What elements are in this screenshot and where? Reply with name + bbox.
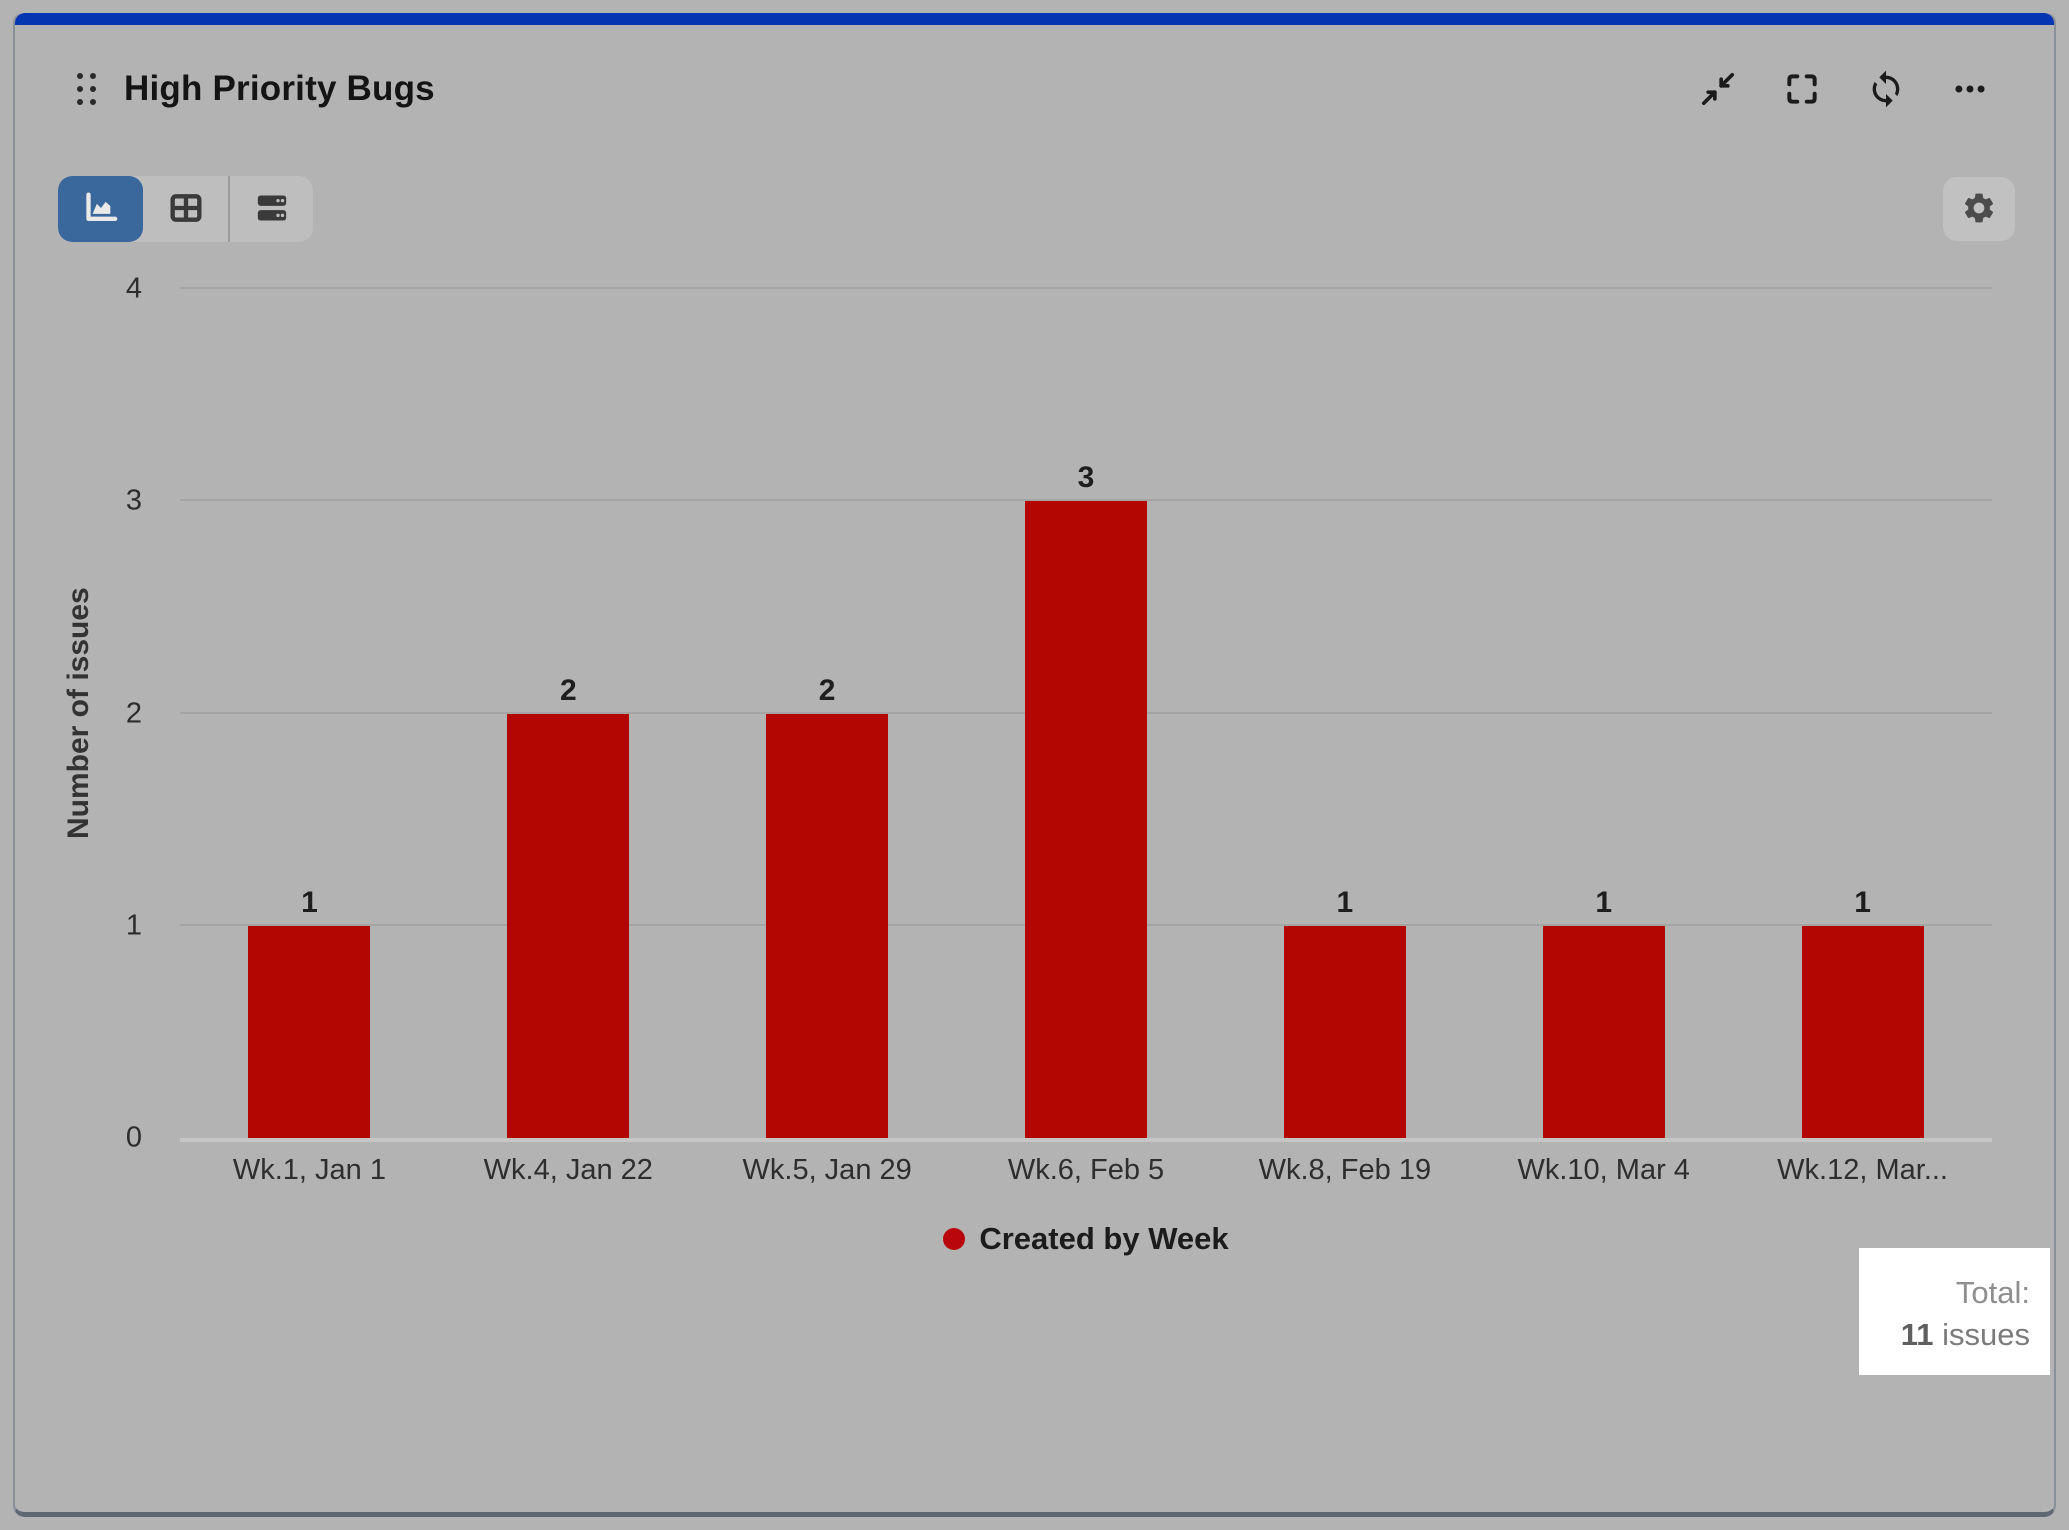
rows-view-button[interactable] <box>228 176 313 242</box>
gridline <box>180 1138 1992 1142</box>
bar-column: 3 <box>957 289 1216 1138</box>
chart-view-button[interactable] <box>58 176 143 242</box>
x-axis-label: Wk.10, Mar 4 <box>1517 1154 1690 1186</box>
bars-container: 1 2 2 3 1 1 1 <box>180 289 1992 1138</box>
dashboard-gadget: High Priority Bugs <box>13 13 2056 1517</box>
x-axis-label: Wk.1, Jan 1 <box>232 1154 386 1186</box>
bar-value-label: 2 <box>559 673 577 707</box>
refresh-icon <box>1866 69 1906 109</box>
bar-value-label: 1 <box>1854 885 1871 919</box>
gridline <box>180 287 1992 289</box>
x-axis-labels: Wk.1, Jan 1 Wk.4, Jan 22 Wk.5, Jan 29 Wk.6,… <box>180 1154 1992 1187</box>
y-tick-label: 0 <box>125 1121 142 1154</box>
bar[interactable] <box>1283 925 1406 1138</box>
view-toggle-group <box>58 176 313 242</box>
drag-handle-icon[interactable] <box>77 73 96 105</box>
x-axis-label: Wk.8, Feb 19 <box>1258 1154 1432 1186</box>
bar[interactable] <box>1542 925 1665 1138</box>
gadget-accent-bar <box>15 13 2054 25</box>
fullscreen-icon <box>1783 70 1821 108</box>
bar-value-label: 3 <box>1077 461 1095 495</box>
bar-column: 1 <box>1215 289 1474 1138</box>
gadget-header: High Priority Bugs <box>77 69 435 109</box>
y-axis-title: Number of issues <box>62 587 95 840</box>
table-view-button[interactable] <box>143 176 228 242</box>
bar-column: 2 <box>698 289 957 1138</box>
total-label: Total: <box>1955 1275 2030 1310</box>
table-icon <box>166 188 206 231</box>
collapse-icon <box>1699 70 1737 108</box>
chart-legend[interactable]: Created by Week <box>180 1221 1992 1257</box>
bar[interactable] <box>248 925 371 1138</box>
bar-column: 2 <box>439 289 698 1138</box>
y-tick-label: 1 <box>125 909 142 942</box>
x-axis-label: Wk.6, Feb 5 <box>1007 1154 1165 1186</box>
bar-column: 1 <box>1733 289 1992 1138</box>
more-icon <box>1951 70 1989 108</box>
bar[interactable] <box>1025 501 1147 1138</box>
bar-value-label: 2 <box>818 673 836 707</box>
x-axis-label: Wk.5, Jan 29 <box>742 1154 912 1186</box>
gadget-title: High Priority Bugs <box>124 69 435 108</box>
bar-value-label: 1 <box>1595 885 1613 919</box>
refresh-button[interactable] <box>1866 69 1906 109</box>
total-issues-box: Total: 11 issues <box>1859 1248 2050 1375</box>
legend-dot-icon <box>943 1228 966 1250</box>
bar[interactable] <box>1801 925 1924 1138</box>
y-tick-label: 4 <box>125 272 142 305</box>
rows-icon <box>252 188 292 231</box>
more-button[interactable] <box>1950 69 1990 109</box>
y-tick-label: 3 <box>125 484 142 517</box>
legend-label: Created by Week <box>979 1221 1229 1256</box>
x-axis-label: Wk.12, Mar... <box>1777 1154 1948 1186</box>
bar-column: 1 <box>1474 289 1733 1138</box>
bar-value-label: 1 <box>1336 885 1354 919</box>
settings-button[interactable] <box>1943 177 2015 241</box>
bar[interactable] <box>507 713 630 1138</box>
fullscreen-button[interactable] <box>1782 69 1822 109</box>
header-actions <box>1698 69 1990 109</box>
bar-column: 1 <box>180 289 439 1138</box>
bar[interactable] <box>766 713 889 1138</box>
total-count: 11 issues <box>1900 1317 2030 1352</box>
plot-area: 1 2 2 3 1 1 1 0 1 2 3 4 <box>126 274 1992 1152</box>
area-chart-icon <box>81 188 121 231</box>
gear-icon <box>1961 190 1997 229</box>
y-tick-label: 2 <box>125 697 142 729</box>
gridline <box>180 499 1992 502</box>
x-axis-label: Wk.4, Jan 22 <box>483 1154 653 1186</box>
bar-value-label: 1 <box>301 885 318 919</box>
collapse-button[interactable] <box>1698 69 1738 109</box>
